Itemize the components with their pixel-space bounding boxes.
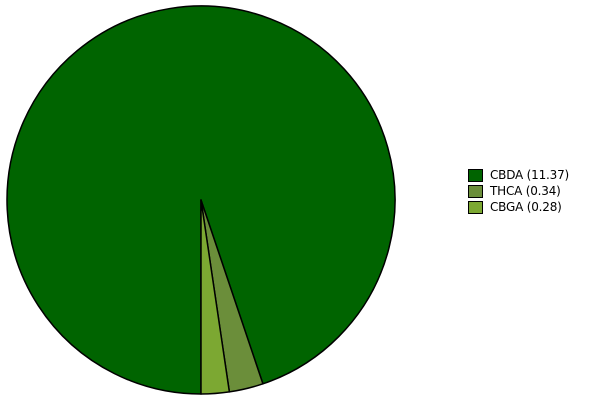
- legend-swatch-cbda: [468, 168, 483, 182]
- legend-label-thca: THCA (0.34): [490, 184, 561, 198]
- legend: CBDA (11.37) THCA (0.34) CBGA (0.28): [468, 167, 569, 215]
- legend-swatch-thca: [468, 184, 483, 198]
- pie-slice-cbga: [200, 199, 231, 395]
- legend-item-cbda: CBDA (11.37): [468, 167, 569, 183]
- pie-slices: [6, 5, 396, 395]
- legend-label-cbga: CBGA (0.28): [490, 200, 562, 214]
- legend-item-cbga: CBGA (0.28): [468, 199, 569, 215]
- legend-label-cbda: CBDA (11.37): [490, 168, 569, 182]
- legend-item-thca: THCA (0.34): [468, 183, 569, 199]
- legend-swatch-cbga: [468, 200, 483, 214]
